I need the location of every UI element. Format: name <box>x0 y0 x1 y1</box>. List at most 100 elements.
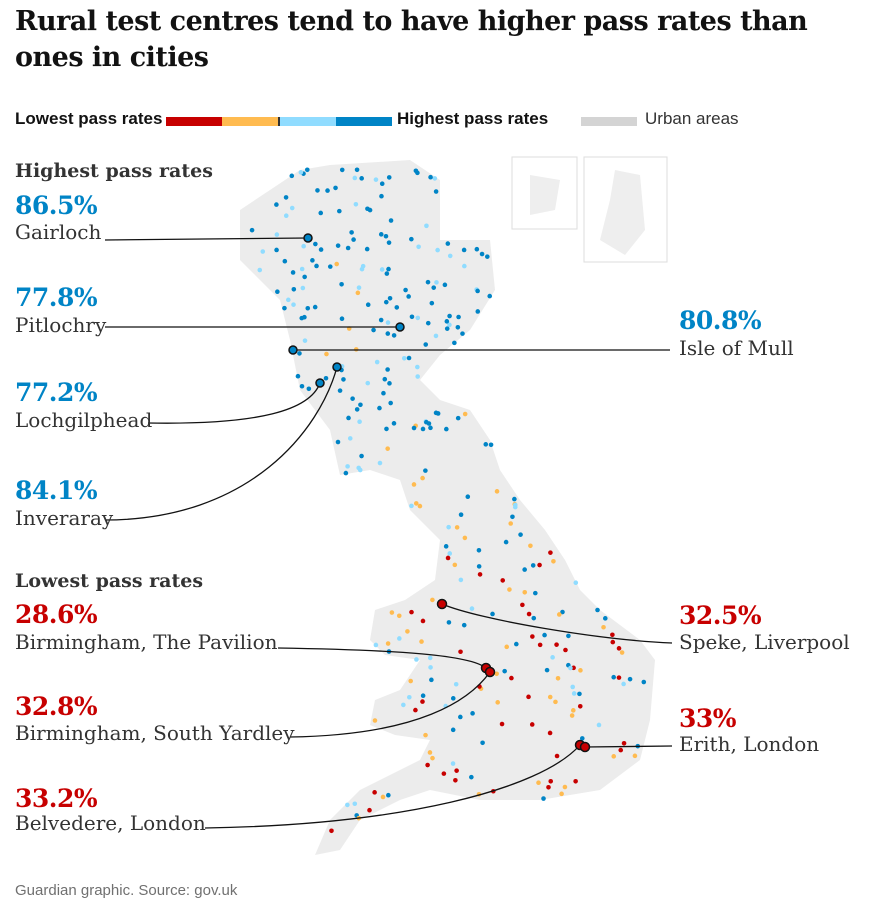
test-centre-dot <box>409 236 414 242</box>
test-centre-dot <box>274 232 280 237</box>
test-centre-dot <box>444 426 449 432</box>
test-centre-dot <box>458 577 464 583</box>
test-centre-dot <box>337 388 343 393</box>
test-centre-dot <box>510 514 515 520</box>
test-centre-dot <box>428 665 433 670</box>
test-centre-dot <box>487 293 493 299</box>
test-centre-dot <box>324 351 329 357</box>
test-centre-dot <box>425 279 431 285</box>
speke-pct: 32.5% <box>679 601 762 630</box>
test-centre-dot <box>611 754 617 759</box>
test-centre-dot <box>433 333 439 339</box>
pitlochry-pct: 77.8% <box>15 283 98 312</box>
test-centre-dot <box>454 768 459 773</box>
test-centre-dot <box>514 641 519 647</box>
test-centre-dot <box>352 801 358 807</box>
test-centre-dot <box>312 304 318 310</box>
test-centre-dot <box>420 426 426 432</box>
test-centre-dot <box>551 558 556 564</box>
test-centre-dot <box>388 400 393 406</box>
erith-name: Erith, London <box>679 732 820 756</box>
test-centre-dot <box>341 377 346 382</box>
isle-of-mull-name: Isle of Mull <box>679 336 794 360</box>
test-centre-dot <box>415 170 420 176</box>
test-centre-dot <box>406 355 412 361</box>
test-centre-dot <box>379 181 385 187</box>
test-centre-dot <box>507 587 512 592</box>
test-centre-dot <box>512 504 518 510</box>
test-centre-dot <box>601 624 606 630</box>
test-centre-dot <box>420 618 426 624</box>
test-centre-dot <box>408 678 413 684</box>
test-centre-dot <box>453 681 459 687</box>
leader-lines <box>104 237 673 829</box>
test-centre-dot <box>394 305 400 310</box>
test-centre-dot <box>475 309 481 314</box>
test-centre-dot <box>562 784 568 790</box>
test-centre-dot <box>386 792 391 798</box>
test-centre-dot <box>425 762 430 768</box>
test-centre-dot <box>350 396 355 401</box>
test-centre-dot <box>403 287 408 293</box>
test-centre-dot <box>595 607 600 613</box>
test-centre-dot <box>391 333 397 338</box>
test-centre-dot <box>379 267 385 272</box>
test-centre-dot <box>385 367 390 372</box>
test-centre-dot <box>458 714 463 720</box>
test-centre-dot <box>397 636 402 641</box>
test-centre-dot <box>385 446 390 451</box>
test-centre-dot <box>444 319 450 324</box>
test-centre-dot <box>297 351 302 356</box>
test-centre-dot <box>371 327 376 333</box>
test-centre-dot <box>364 246 370 252</box>
test-centre-dot <box>454 525 460 530</box>
erith-pct: 33% <box>679 704 737 733</box>
test-centre-dot <box>354 407 360 412</box>
legend-swatch-red <box>166 117 222 126</box>
test-centre-dot <box>386 175 392 180</box>
test-centre-dot <box>365 380 371 386</box>
test-centre-dot <box>353 202 359 207</box>
test-centre-dot <box>367 807 372 813</box>
test-centre-dot <box>343 470 349 476</box>
test-centre-dot <box>435 247 440 253</box>
test-centre-dot <box>563 647 568 653</box>
test-centre-dot <box>352 175 358 181</box>
test-centre-dot <box>616 675 622 680</box>
test-centre-dot <box>347 436 353 441</box>
test-centre-dot <box>323 375 329 381</box>
test-centre-dot <box>386 240 392 245</box>
test-centre-dot <box>546 784 551 790</box>
test-centre-dot <box>490 611 495 617</box>
test-centre-dot <box>401 702 406 708</box>
highlighted-centres <box>288 233 591 753</box>
test-centre-dot <box>556 612 562 617</box>
test-centre-dot <box>430 755 435 761</box>
test-centre-dot <box>351 237 356 242</box>
test-centre-dot <box>450 696 456 701</box>
test-centre-dot <box>554 642 559 647</box>
test-centre-dot <box>522 589 528 595</box>
lochgilphead-pct: 77.2% <box>15 378 98 407</box>
legend-low-label: Lowest pass rates <box>15 109 163 128</box>
test-centre-dot <box>413 501 419 506</box>
test-centre-dot <box>458 649 463 655</box>
test-centre-dot <box>283 213 289 219</box>
south-yardley-pct: 32.8% <box>15 692 98 721</box>
test-centre-dot <box>384 426 389 432</box>
test-centre-dot <box>526 694 531 700</box>
test-centre-dot <box>372 718 378 723</box>
test-centre-dot <box>560 609 565 615</box>
test-centre-dot <box>442 282 448 288</box>
test-centre-dot <box>315 188 320 193</box>
test-centre-dot <box>423 732 428 738</box>
test-centre-dot <box>461 622 467 628</box>
test-centre-dot <box>295 373 301 379</box>
test-centre-dot <box>509 675 514 681</box>
test-centre-dot <box>578 668 583 673</box>
test-centre-dot <box>396 613 402 619</box>
legend-high-label: Highest pass rates <box>397 109 549 128</box>
legend-swatch-blue <box>336 117 392 126</box>
test-centre-dot <box>385 320 391 325</box>
test-centre-dot <box>409 609 414 615</box>
